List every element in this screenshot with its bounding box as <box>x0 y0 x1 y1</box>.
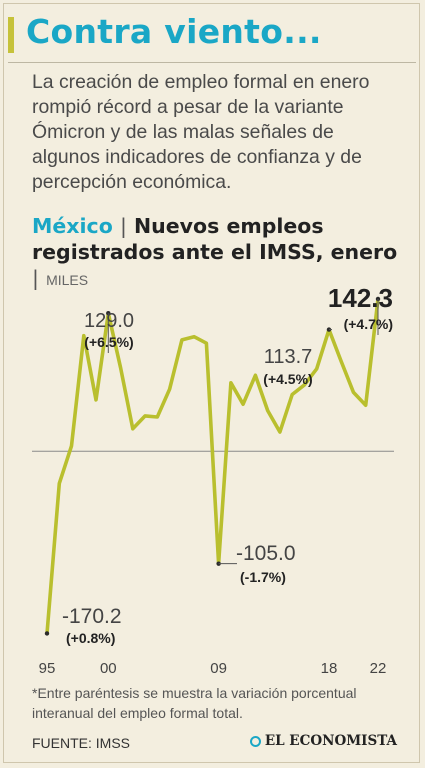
page-title: Contra viento... <box>26 12 322 51</box>
annotation-change-2000: (+6.5%) <box>84 334 133 350</box>
annotation-point-2000 <box>106 310 111 316</box>
title-divider <box>8 62 416 63</box>
x-tick-label-09: 09 <box>210 660 227 677</box>
annotation-value-2018: 113.7 <box>264 346 313 368</box>
title-accent-bar <box>8 17 14 53</box>
brand-logo: EL ECONOMISTA <box>249 733 397 749</box>
chart-units: MILES <box>46 272 89 288</box>
annotation-value-2022: 142.3 <box>328 283 393 313</box>
annotation-change-2009: (-1.7%) <box>240 569 286 585</box>
infographic-frame <box>3 3 420 763</box>
chart-heading: México | Nuevos empleos registrados ante… <box>32 213 402 293</box>
chart-country: México <box>32 214 113 238</box>
annotation-point-2022 <box>375 296 381 302</box>
annotation-change-2022: (+4.7%) <box>344 316 393 332</box>
x-tick-label-18: 18 <box>321 660 338 677</box>
annotation-point-1995 <box>44 631 50 636</box>
annotation-value-2009: -105.0 <box>236 542 296 565</box>
chart-title: Nuevos empleos registrados ante el IMSS,… <box>32 214 398 264</box>
chart-heading-separator: | <box>119 214 127 238</box>
chart-units-separator: | <box>32 266 39 290</box>
x-tick-label-22: 22 <box>370 660 387 677</box>
line-chart: 95 00 09 18 22 -170.2 (+0.8%) 129.0 (+6.5%) -105.… <box>32 283 394 677</box>
x-tick-label-00: 00 <box>100 660 117 677</box>
annotation-value-1995: -170.2 <box>62 605 122 628</box>
footnote: *Entre paréntesis se muestra la variació… <box>32 685 357 721</box>
description-text: La creación de empleo formal en enero ro… <box>32 71 370 193</box>
source-label: FUENTE: IMSS <box>32 735 131 751</box>
annotation-change-1995: (+0.8%) <box>66 630 115 646</box>
brand-icon <box>249 735 261 747</box>
brand-name: EL ECONOMISTA <box>264 733 397 749</box>
annotation-value-2000: 129.0 <box>84 310 134 332</box>
annotation-change-2018: (+4.5%) <box>263 371 312 387</box>
x-tick-label-95: 95 <box>39 660 56 677</box>
series-line <box>45 297 380 636</box>
